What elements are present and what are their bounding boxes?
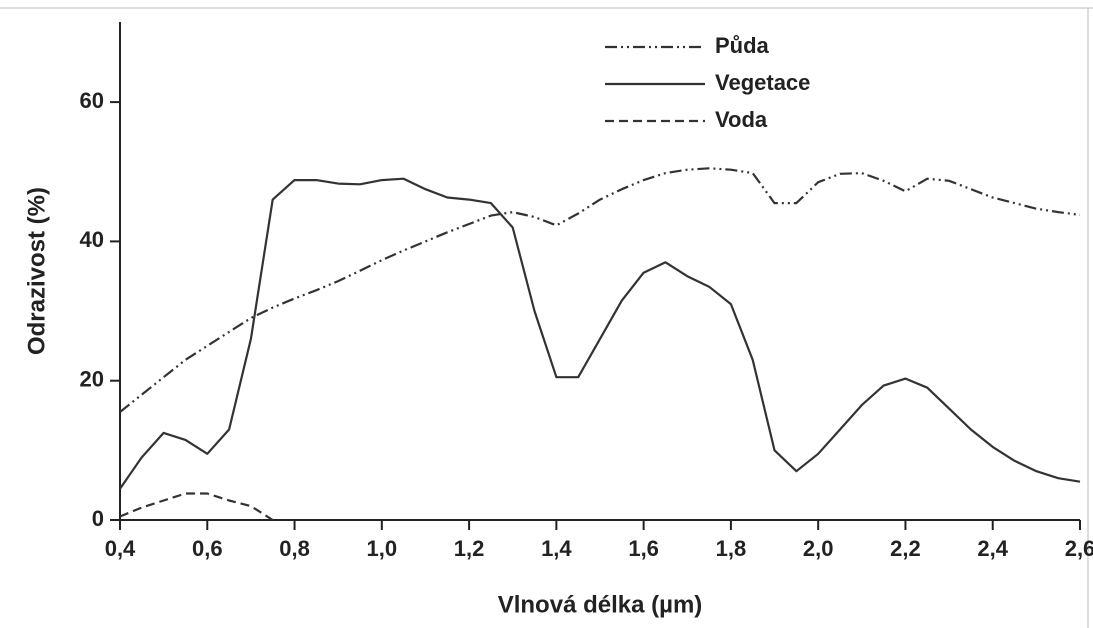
- y-tick-label: 60: [80, 88, 104, 113]
- x-tick-label: 0,6: [192, 536, 223, 561]
- y-tick-label: 40: [80, 227, 104, 252]
- x-tick-label: 1,2: [454, 536, 485, 561]
- legend-label: Voda: [715, 107, 768, 132]
- y-axis-label: Odrazivost (%): [23, 187, 50, 355]
- legend-label: Půda: [715, 33, 770, 58]
- series-line: [119, 177, 1081, 490]
- x-tick-label: 1,8: [716, 536, 747, 561]
- x-axis-label: Vlnová délka (µm): [498, 591, 703, 618]
- y-tick-label: 0: [92, 506, 104, 531]
- x-tick-label: 2,2: [890, 536, 921, 561]
- series-line: [119, 167, 1081, 413]
- x-tick-label: 0,4: [105, 536, 136, 561]
- x-tick-label: 0,8: [279, 536, 310, 561]
- series-line: [119, 492, 274, 521]
- y-tick-label: 20: [80, 367, 104, 392]
- x-tick-label: 2,4: [977, 536, 1008, 561]
- x-tick-label: 1,0: [367, 536, 398, 561]
- legend-label: Vegetace: [715, 70, 810, 95]
- x-tick-label: 1,4: [541, 536, 572, 561]
- x-tick-label: 2,6: [1065, 536, 1093, 561]
- x-tick-label: 2,0: [803, 536, 834, 561]
- x-tick-label: 1,6: [628, 536, 659, 561]
